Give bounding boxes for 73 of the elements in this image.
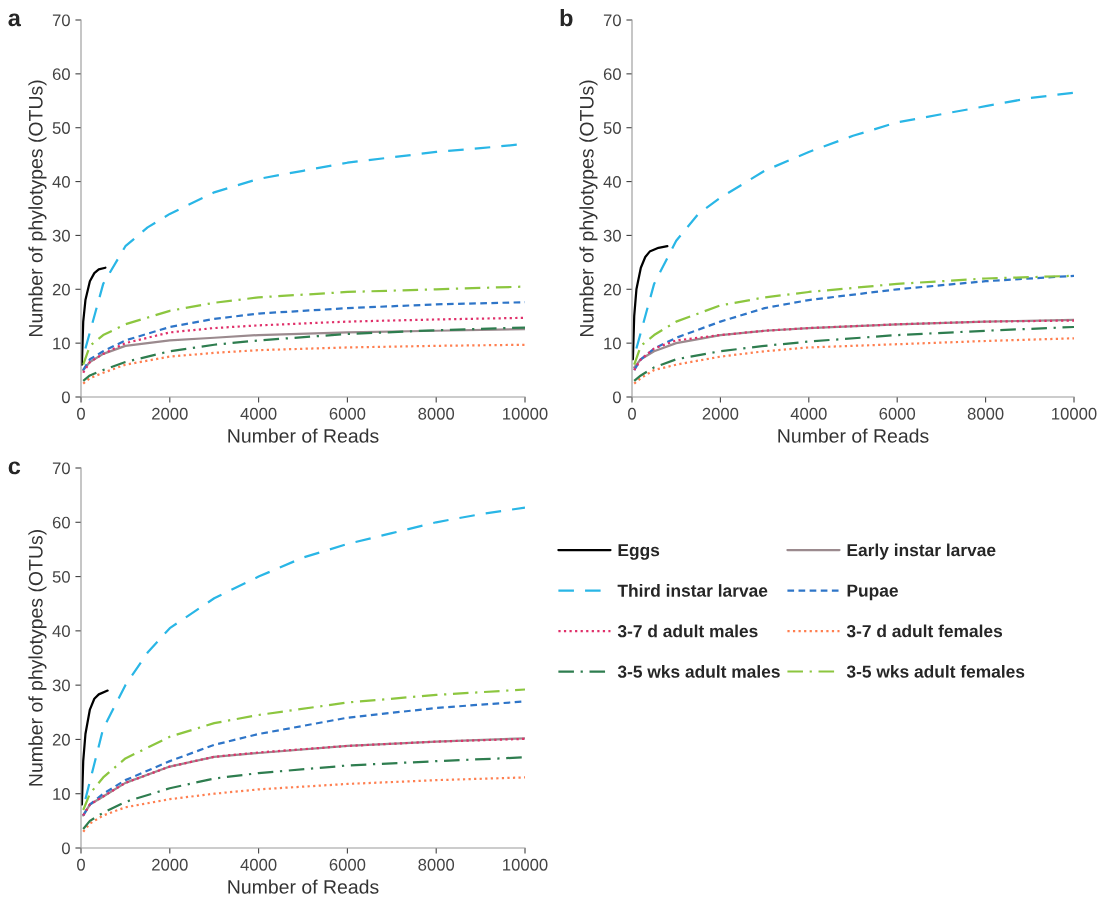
y-tick-label: 0 — [612, 391, 621, 404]
legend-label: 3-7 d adult males — [617, 624, 758, 638]
y-tick-label: 0 — [61, 842, 70, 855]
y-axis-title: Number of phylotypes (OTUs) — [579, 80, 598, 337]
chart-title: b — [560, 9, 573, 27]
line-series — [81, 266, 107, 366]
legend-label: 3-5 wks adult females — [846, 665, 1025, 678]
y-tick-label: 50 — [52, 122, 70, 134]
chart-title: c — [8, 461, 21, 475]
legend-label: Early instar larvae — [847, 543, 996, 560]
x-tick-label: 4000 — [790, 407, 827, 420]
x-axis-title: Number of Reads — [778, 428, 929, 443]
y-tick-label: 0 — [61, 391, 70, 404]
y-tick-label: 10 — [53, 788, 70, 800]
legend-label: 3-7 d adult females — [846, 624, 1003, 638]
y-tick-label: 40 — [52, 625, 70, 638]
y-tick-label: 70 — [603, 14, 621, 27]
x-tick-label: 8000 — [418, 858, 455, 871]
y-tick-label: 40 — [603, 175, 621, 188]
x-tick-label: 2000 — [152, 407, 188, 420]
y-tick-label: 30 — [52, 229, 70, 242]
line-series — [82, 756, 525, 831]
x-axis-title: Number of Reads — [228, 879, 379, 894]
line-series — [82, 737, 525, 817]
line-series — [82, 328, 525, 372]
x-tick-label: 8000 — [418, 407, 455, 420]
x-axis-title: Number of Reads — [228, 428, 379, 443]
y-tick-label: 70 — [52, 462, 70, 475]
y-tick-label: 60 — [52, 516, 70, 529]
line-series — [82, 776, 525, 833]
y-tick-label: 10 — [53, 337, 70, 350]
line-series — [82, 326, 525, 382]
y-tick-label: 20 — [52, 283, 70, 296]
y-tick-label: 50 — [52, 570, 70, 583]
x-tick-label: 2000 — [152, 858, 188, 871]
legend-label: Pupae — [847, 584, 898, 601]
x-tick-label: 10000 — [1052, 407, 1097, 420]
y-tick-label: 40 — [52, 175, 70, 188]
x-tick-label: 6000 — [329, 858, 366, 871]
line-series — [635, 91, 1074, 350]
line-series — [81, 689, 109, 806]
x-tick-label: 0 — [77, 858, 85, 871]
legend-label: Eggs — [618, 544, 660, 560]
x-tick-label: 0 — [628, 407, 636, 420]
legend-label: 3-5 wks adult males — [617, 665, 780, 678]
x-tick-label: 10000 — [503, 407, 548, 420]
legend-label: Third instar larvae — [617, 584, 768, 597]
y-axis-title: Number of phylotypes (OTUs) — [28, 530, 47, 786]
y-tick-label: 20 — [603, 283, 621, 296]
line-series — [633, 325, 1074, 382]
y-tick-label: 60 — [603, 68, 621, 81]
line-series — [84, 506, 525, 801]
x-tick-label: 4000 — [240, 407, 277, 420]
x-tick-label: 8000 — [967, 407, 1004, 420]
x-tick-label: 0 — [77, 407, 85, 420]
y-tick-label: 70 — [52, 14, 70, 27]
line-series — [82, 316, 525, 374]
y-tick-label: 30 — [603, 229, 621, 242]
x-tick-label: 2000 — [702, 407, 739, 420]
y-tick-label: 10 — [604, 337, 621, 350]
y-tick-label: 50 — [603, 122, 621, 134]
y-tick-label: 20 — [52, 733, 70, 746]
x-tick-label: 4000 — [240, 858, 277, 871]
line-series — [632, 245, 669, 361]
y-axis-title: Number of phylotypes (OTUs) — [28, 80, 47, 337]
x-tick-label: 6000 — [879, 407, 916, 420]
x-tick-label: 6000 — [329, 407, 366, 420]
line-series — [633, 337, 1074, 385]
y-tick-label: 30 — [52, 679, 70, 692]
chart-title: a — [8, 13, 22, 27]
y-tick-label: 60 — [52, 68, 70, 81]
x-tick-label: 10000 — [503, 858, 548, 871]
line-series — [82, 343, 525, 385]
